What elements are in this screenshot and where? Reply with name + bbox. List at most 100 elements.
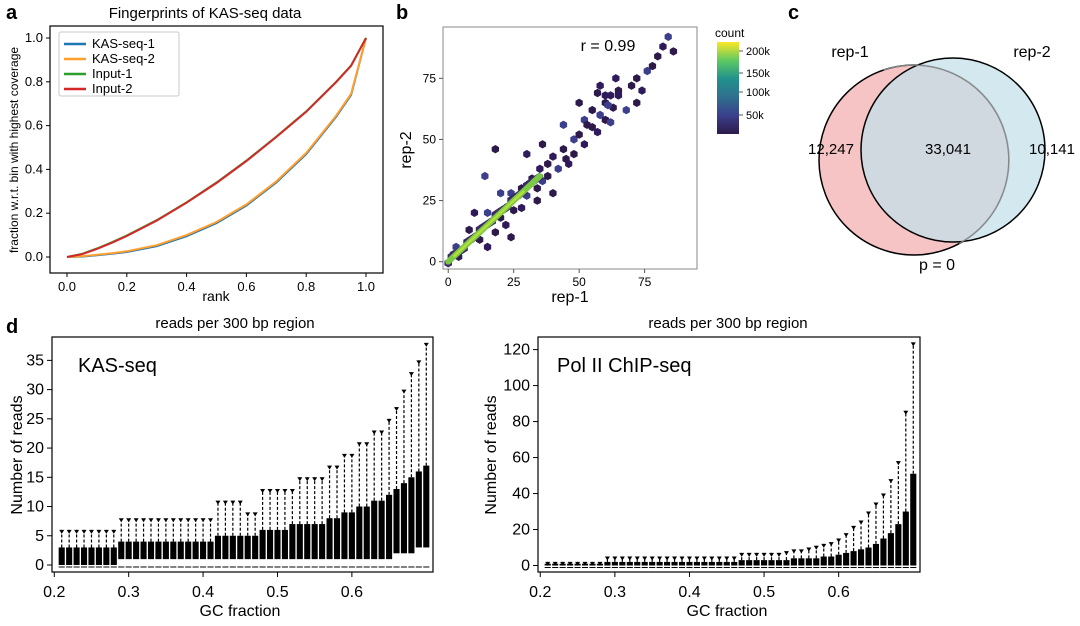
pol2-xtick-label: 0.5 bbox=[753, 584, 775, 601]
pol2-box bbox=[701, 556, 708, 569]
box-body bbox=[244, 535, 251, 560]
box-body bbox=[304, 524, 311, 560]
box-body bbox=[207, 541, 214, 560]
whisker-cap bbox=[694, 556, 700, 561]
box-body bbox=[147, 541, 155, 560]
panel-c-venn-diagram: rep-1 rep-2 12,247 33,041 10,141 p = 0 bbox=[808, 44, 1075, 274]
box-body bbox=[341, 512, 348, 560]
box-body bbox=[656, 561, 663, 566]
kas-box bbox=[371, 430, 378, 568]
panel-d-pol2-boxplot: reads per 300 bp region Pol II ChIP-seq … bbox=[483, 315, 921, 620]
box-body bbox=[634, 561, 641, 566]
pol2-box bbox=[649, 556, 656, 569]
whisker-cap bbox=[416, 360, 422, 365]
pol2-box bbox=[686, 556, 693, 569]
whisker-cap bbox=[836, 538, 842, 543]
panel-b-scatter-chart: 0 25 50 75 0 25 50 75 r = 0.99 rep-1 rep-2 coun… bbox=[398, 26, 770, 306]
box-body bbox=[252, 535, 259, 560]
whisker-cap bbox=[237, 500, 243, 505]
kas-box bbox=[274, 488, 281, 568]
kas-box bbox=[58, 529, 65, 568]
panel-a-xtick-label: 0.0 bbox=[58, 279, 76, 294]
box-body bbox=[200, 541, 207, 560]
kas-xtick-label: 0.5 bbox=[266, 584, 288, 601]
kas-box bbox=[200, 518, 207, 568]
box-body bbox=[266, 529, 274, 560]
legend-label-input-1: Input-1 bbox=[92, 66, 132, 81]
box-body bbox=[887, 533, 894, 566]
box-body bbox=[274, 529, 281, 560]
box-body bbox=[768, 560, 775, 566]
box-body bbox=[649, 561, 656, 566]
kas-box bbox=[244, 512, 251, 568]
box-body bbox=[738, 560, 745, 566]
whisker-cap bbox=[81, 529, 87, 534]
pol2-box bbox=[895, 461, 902, 569]
panel-a-ytick-label: 0.6 bbox=[25, 118, 43, 133]
pol2-ytick-label: 120 bbox=[503, 342, 530, 359]
box-body bbox=[746, 560, 753, 566]
kas-box bbox=[103, 529, 110, 568]
whisker-cap bbox=[888, 479, 894, 484]
box-body bbox=[619, 561, 626, 566]
whisker-cap bbox=[686, 556, 692, 561]
pol2-xtick-label: 0.4 bbox=[678, 584, 700, 601]
panel-a-xlabel: rank bbox=[202, 288, 230, 304]
scatter-point bbox=[533, 184, 541, 193]
whisker-cap bbox=[672, 556, 678, 561]
pol2-box bbox=[731, 556, 738, 569]
kas-box bbox=[110, 529, 117, 568]
whisker-cap bbox=[356, 442, 362, 447]
box-body bbox=[813, 558, 820, 566]
kas-box bbox=[80, 529, 88, 568]
box-body bbox=[686, 561, 693, 566]
whisker-cap bbox=[200, 518, 206, 523]
legend-label-input-2: Input-2 bbox=[92, 81, 132, 96]
whisker-cap bbox=[364, 442, 370, 447]
whisker-cap bbox=[739, 552, 745, 557]
scatter-density-core bbox=[452, 189, 526, 258]
whisker-cap bbox=[341, 453, 347, 458]
box-body bbox=[177, 541, 184, 560]
box-body bbox=[88, 547, 95, 565]
whisker-cap bbox=[245, 512, 251, 517]
panel-a-ytick-label: 0.0 bbox=[25, 249, 43, 264]
box-body bbox=[820, 556, 827, 566]
whisker-cap bbox=[178, 518, 184, 523]
box-body bbox=[589, 563, 596, 566]
panel-a-xtick-label: 0.8 bbox=[297, 279, 315, 294]
venn-left-only-count: 12,247 bbox=[808, 141, 854, 158]
pol2-box bbox=[746, 552, 753, 569]
box-body bbox=[192, 541, 199, 560]
box-body bbox=[671, 561, 678, 566]
pol2-box bbox=[641, 556, 648, 569]
box-body bbox=[118, 541, 125, 560]
box-body bbox=[895, 524, 902, 566]
whisker-cap bbox=[408, 372, 414, 377]
kas-ytick-label: 20 bbox=[26, 440, 44, 457]
whisker-cap bbox=[386, 418, 392, 423]
whisker-cap bbox=[74, 529, 80, 534]
box-body bbox=[753, 560, 760, 566]
box-body bbox=[902, 511, 909, 566]
pol2-box bbox=[850, 525, 857, 569]
scatter-point bbox=[570, 149, 578, 159]
box-body bbox=[393, 488, 400, 554]
kas-box bbox=[237, 500, 244, 568]
panel-d-right-frame bbox=[537, 336, 921, 573]
kas-box bbox=[415, 360, 422, 568]
kas-box bbox=[170, 518, 177, 568]
whisker-cap bbox=[821, 543, 827, 548]
kas-box bbox=[66, 529, 73, 568]
kas-box bbox=[266, 488, 274, 568]
box-body bbox=[140, 541, 147, 560]
box-body bbox=[378, 500, 385, 560]
panel-d-right-title: reads per 300 bp region bbox=[648, 315, 807, 332]
kas-box bbox=[348, 453, 355, 568]
kas-box bbox=[118, 518, 125, 568]
venn-circle-rep-2 bbox=[860, 57, 1046, 243]
venn-pvalue: p = 0 bbox=[919, 257, 955, 274]
panel-label-b: b bbox=[396, 2, 408, 24]
kas-box bbox=[333, 465, 341, 568]
kas-box bbox=[125, 518, 132, 568]
